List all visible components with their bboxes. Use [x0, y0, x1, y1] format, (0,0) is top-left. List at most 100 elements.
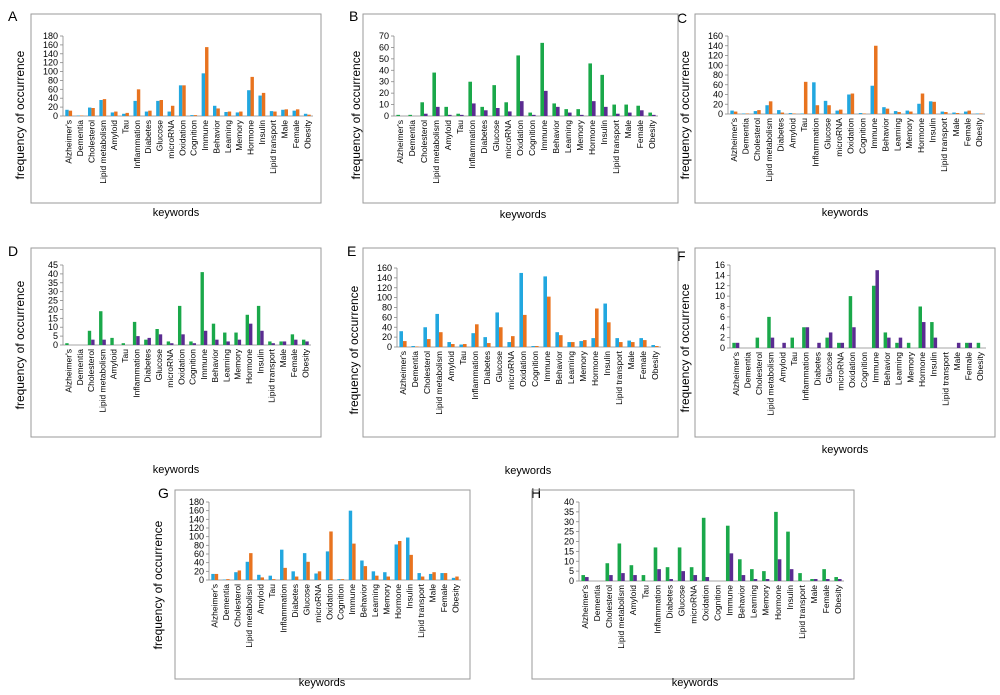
- bar: [790, 337, 794, 348]
- x-tick-label: Alzheimer's: [398, 351, 408, 395]
- bar: [825, 337, 829, 348]
- y-tick-label: 40: [194, 558, 204, 568]
- x-tick-label: Tau: [267, 584, 277, 598]
- bar: [294, 339, 298, 345]
- y-tick-label: 5: [53, 331, 58, 341]
- bar: [200, 272, 204, 345]
- x-tick-label: Memory: [382, 583, 392, 614]
- bar: [616, 113, 620, 116]
- bar: [398, 541, 402, 580]
- bar: [956, 342, 961, 348]
- bar: [226, 579, 230, 580]
- x-tick-label: Male: [427, 584, 437, 603]
- y-tick-label: 40: [713, 90, 723, 100]
- x-tick-label: Tau: [455, 120, 465, 134]
- bar: [612, 104, 616, 116]
- y-tick-label: 20: [194, 566, 204, 576]
- y-tick-label: 12: [715, 281, 725, 291]
- bar: [789, 569, 794, 581]
- x-tick-label: Dementia: [742, 352, 752, 389]
- y-tick-label: 80: [194, 540, 204, 550]
- x-tick-label: Cholesterol: [754, 352, 764, 395]
- bar: [99, 311, 103, 345]
- bar: [523, 314, 527, 347]
- x-tick-label: Obesity: [650, 350, 660, 380]
- y-tick-label: 80: [713, 70, 723, 80]
- bar: [817, 342, 821, 348]
- bar: [519, 272, 523, 347]
- x-tick-label: Oxidation: [847, 352, 857, 388]
- x-tick-label: Male: [623, 120, 633, 139]
- bar: [303, 113, 308, 116]
- bar: [540, 42, 544, 116]
- bar: [730, 110, 734, 114]
- bar: [741, 575, 746, 581]
- bar: [556, 106, 560, 116]
- x-tick-label: Glucose: [154, 349, 164, 380]
- x-tick-label: Cholesterol: [604, 585, 614, 628]
- y-tick-label: 6: [720, 312, 725, 322]
- x-tick-label: Lipid transport: [268, 119, 278, 174]
- bar: [273, 111, 277, 116]
- x-tick-label: Female: [289, 349, 299, 378]
- y-tick-label: 20: [379, 88, 389, 98]
- x-tick-label: Female: [638, 351, 648, 380]
- bar: [147, 337, 151, 345]
- panel-letter: A: [8, 8, 18, 24]
- x-tick-label: Amyloid: [443, 120, 453, 151]
- bar: [122, 113, 126, 116]
- x-tick-label: Insulin: [929, 352, 939, 377]
- bar: [307, 114, 311, 116]
- bar: [604, 106, 608, 116]
- bar: [192, 343, 197, 345]
- x-tick-label: Oxidation: [177, 120, 187, 156]
- bar: [451, 577, 456, 580]
- bar: [834, 577, 838, 581]
- y-axis-label: frequency of occurrence: [678, 283, 692, 412]
- x-tick-label: Behavior: [211, 120, 221, 154]
- x-tick-label: Alzheimer's: [580, 585, 590, 629]
- bar: [257, 574, 261, 580]
- bar: [340, 579, 345, 580]
- x-tick-label: Memory: [905, 351, 915, 382]
- bar: [282, 341, 287, 345]
- bar: [423, 327, 427, 347]
- bar: [301, 339, 306, 345]
- y-tick-label: 40: [48, 269, 58, 279]
- bar: [224, 112, 228, 116]
- x-tick-label: Learning: [749, 585, 759, 618]
- bar: [371, 571, 376, 580]
- y-tick-label: 10: [379, 100, 389, 110]
- bar: [619, 342, 623, 347]
- bar: [268, 575, 272, 580]
- bar: [591, 338, 595, 347]
- x-tick-label: Learning: [894, 352, 904, 385]
- bar: [653, 547, 658, 581]
- bar: [871, 285, 876, 348]
- x-tick-label: Lipid transport: [267, 348, 277, 403]
- bar: [725, 525, 730, 581]
- x-tick-label: Behavior: [881, 118, 891, 152]
- x-tick-label: Cognition: [336, 584, 346, 620]
- bar: [471, 333, 475, 347]
- x-tick-label: Behavior: [359, 584, 369, 618]
- bar: [641, 575, 646, 581]
- bar: [607, 322, 611, 347]
- bar: [292, 110, 296, 116]
- x-tick-label: Inflammation: [131, 349, 141, 398]
- panel-letter: B: [349, 8, 359, 24]
- x-tick-label: microRNA: [688, 585, 698, 624]
- x-tick-label: Male: [952, 352, 962, 371]
- bar: [837, 342, 841, 348]
- x-tick-label: microRNA: [836, 352, 846, 391]
- y-tick-label: 0: [53, 111, 58, 121]
- bar: [967, 110, 971, 114]
- bar: [592, 101, 596, 116]
- x-axis-label: keywords: [822, 444, 869, 456]
- bar: [648, 112, 652, 116]
- x-tick-label: microRNA: [834, 118, 844, 157]
- bar: [459, 344, 463, 347]
- x-axis-label: keywords: [153, 464, 200, 476]
- bar: [475, 324, 479, 347]
